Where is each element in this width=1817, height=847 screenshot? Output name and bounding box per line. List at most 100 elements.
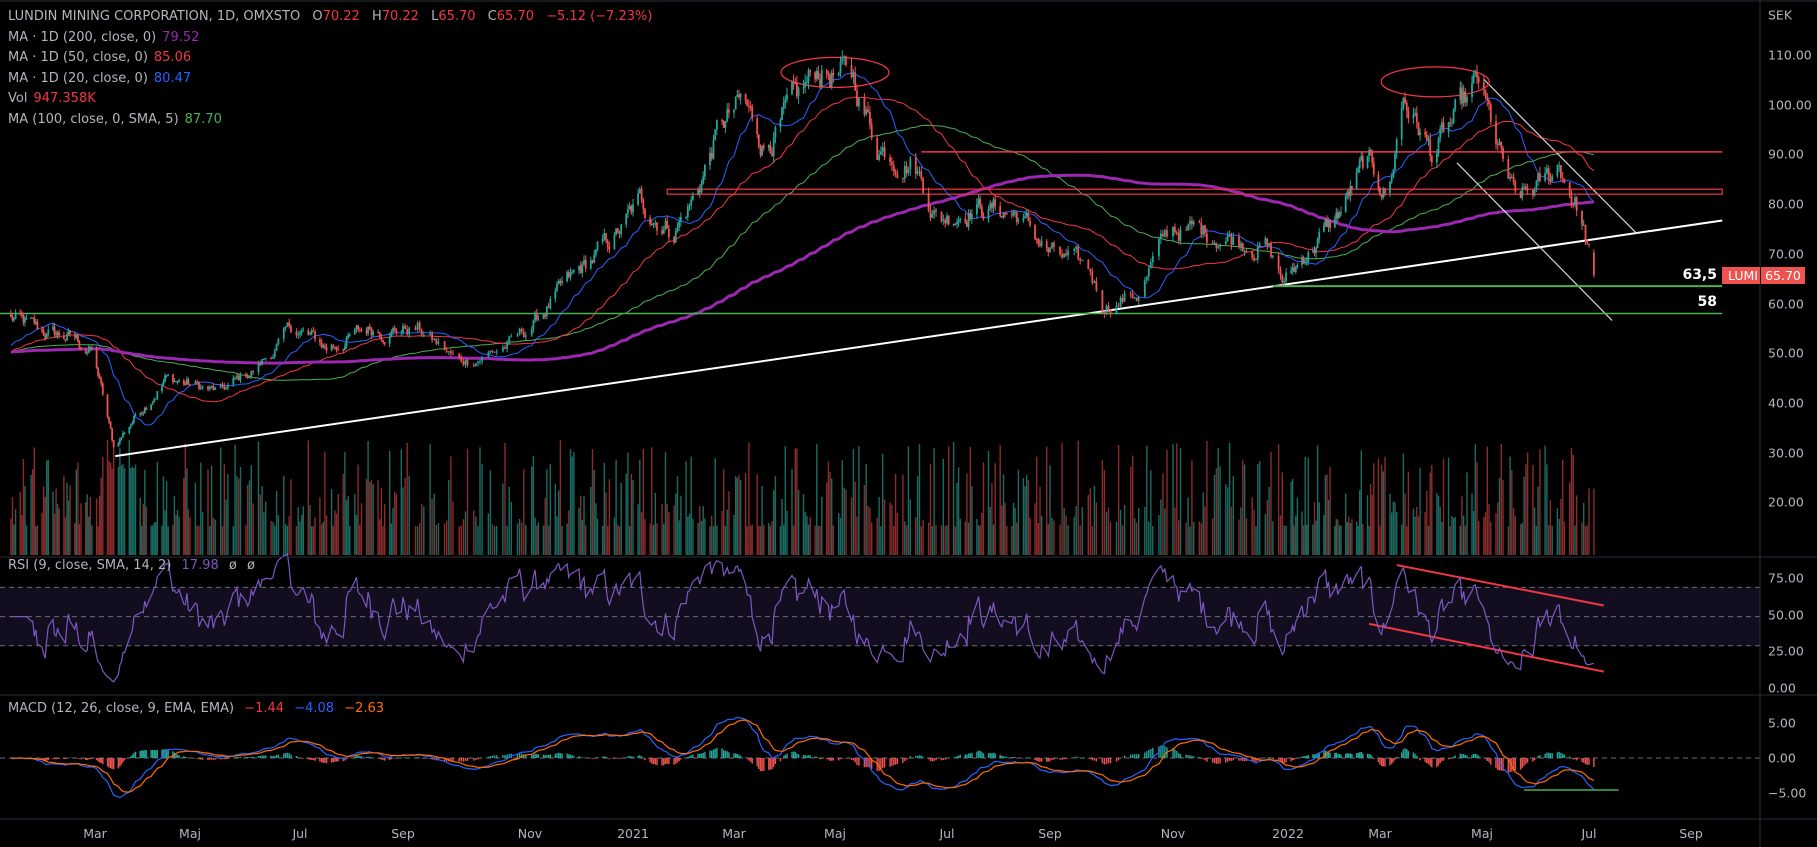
candle xyxy=(458,353,461,358)
top-ellipse[interactable] xyxy=(1380,66,1490,98)
macd-histogram-bar xyxy=(487,756,490,758)
macd-histogram-bar xyxy=(1576,758,1578,761)
volume-bar xyxy=(209,525,211,555)
indicator-value: 947.358K xyxy=(33,91,96,106)
channel-upper-line[interactable] xyxy=(1483,78,1638,234)
macd-histogram-bar xyxy=(867,758,869,768)
candle xyxy=(1315,248,1317,254)
macd-histogram-bar xyxy=(1091,758,1093,761)
macd-histogram-bar xyxy=(1059,758,1061,760)
rsi-legend[interactable]: RSI (9, close, SMA, 14, 2) 17.98 ø ø xyxy=(8,556,255,577)
candle xyxy=(153,399,156,403)
candle xyxy=(524,335,527,337)
volume-bar xyxy=(369,482,371,555)
volume-bar xyxy=(1270,451,1272,555)
macd-histogram-bar xyxy=(1484,758,1487,760)
macd-histogram-bar xyxy=(1121,757,1124,758)
candle xyxy=(1049,248,1051,253)
top-ellipse[interactable] xyxy=(780,56,890,88)
macd-histogram-bar xyxy=(310,758,313,760)
volume-bar xyxy=(617,524,619,555)
macd-histogram-bar xyxy=(1307,754,1309,758)
volume-bar xyxy=(518,518,521,555)
indicator-legend-row[interactable]: MA · 1D (200, close, 0) 79.52 xyxy=(8,28,652,49)
candle xyxy=(199,387,202,389)
macd-histogram-bar xyxy=(139,750,141,758)
price-axis-tick: 20.00 xyxy=(1768,494,1804,510)
macd-histogram-bar xyxy=(175,753,177,758)
candle xyxy=(365,330,368,334)
candle xyxy=(1588,243,1590,245)
candle xyxy=(334,346,336,348)
candle xyxy=(637,193,639,205)
volume-bar xyxy=(922,519,924,555)
volume-bar xyxy=(1533,507,1536,555)
candle xyxy=(1489,104,1492,122)
drawings[interactable] xyxy=(0,56,1723,791)
macd-histogram-bar xyxy=(1371,756,1373,758)
macd-histogram-bar xyxy=(759,758,762,772)
candle xyxy=(1502,147,1504,159)
candle xyxy=(736,94,739,98)
macd-histogram-bar xyxy=(1537,755,1539,758)
indicator-legend-row[interactable]: MA · 1D (50, close, 0) 85.06 xyxy=(8,48,652,69)
candle xyxy=(1012,212,1015,216)
macd-histogram-bar xyxy=(1324,750,1327,758)
volume-bar xyxy=(1519,524,1522,555)
rsi-lower-trendline[interactable] xyxy=(1368,622,1605,673)
indicator-legend-row[interactable]: MA · 1D (20, close, 0) 80.47 xyxy=(8,69,652,90)
candle xyxy=(1507,159,1510,179)
volume-bar xyxy=(1362,524,1364,555)
macd-histogram-bar xyxy=(1026,757,1028,758)
indicator-legend-row[interactable]: Vol 947.358K xyxy=(8,89,652,110)
time-axis-tick: Nov xyxy=(1160,826,1186,841)
indicator-legend-row[interactable]: MA (100, close, 0, SMA, 5) 87.70 xyxy=(8,110,652,131)
candle xyxy=(491,350,494,352)
ascending-trendline[interactable] xyxy=(115,219,1723,458)
macd-legend[interactable]: MACD (12, 26, close, 9, EMA, EMA) −1.44 … xyxy=(8,699,384,720)
candle xyxy=(916,171,919,174)
macd-histogram-bar xyxy=(994,753,996,758)
volume-bar xyxy=(1507,526,1509,555)
candle xyxy=(87,346,90,353)
volume-bar xyxy=(510,501,512,555)
candle xyxy=(1277,255,1280,270)
resistance-zone[interactable] xyxy=(666,188,1723,195)
candle xyxy=(865,109,868,115)
candle xyxy=(1335,212,1338,219)
candle xyxy=(748,106,750,108)
volume-bar xyxy=(477,526,479,555)
candle xyxy=(584,260,587,269)
candle xyxy=(390,331,393,337)
rsi-upper-trendline[interactable] xyxy=(1396,564,1604,607)
macd-histogram-bar xyxy=(301,758,303,759)
volume-bar xyxy=(714,458,716,555)
macd-histogram-bar xyxy=(145,750,148,758)
macd-histogram-bar xyxy=(1017,758,1020,759)
macd-histogram-bar xyxy=(1193,756,1195,758)
candle xyxy=(250,370,253,377)
candle xyxy=(942,219,945,221)
candle xyxy=(1089,269,1092,272)
volume-bar xyxy=(257,441,260,555)
volume-bar xyxy=(891,504,893,555)
macd-histogram-bar xyxy=(1404,748,1406,758)
volume-bar xyxy=(139,498,141,555)
volume-bar xyxy=(337,493,339,555)
volume-bar xyxy=(10,518,12,555)
symbol-header[interactable]: LUNDIN MINING CORPORATION, 1D, OMXSTO O7… xyxy=(8,7,652,28)
moving-averages xyxy=(10,72,1595,426)
candle xyxy=(1461,87,1463,104)
macd-axis-tick: 0.00 xyxy=(1768,750,1796,766)
candle xyxy=(981,206,983,216)
macd-histogram-bar xyxy=(1174,749,1176,758)
macd-histogram-bar xyxy=(433,758,435,760)
candle xyxy=(1279,269,1282,276)
volume-bar xyxy=(637,504,639,555)
candle xyxy=(522,331,525,337)
candle xyxy=(1211,242,1214,244)
volume-bar xyxy=(141,525,143,555)
macd-histogram-bar xyxy=(1095,758,1098,762)
volume-bar xyxy=(1087,494,1089,555)
